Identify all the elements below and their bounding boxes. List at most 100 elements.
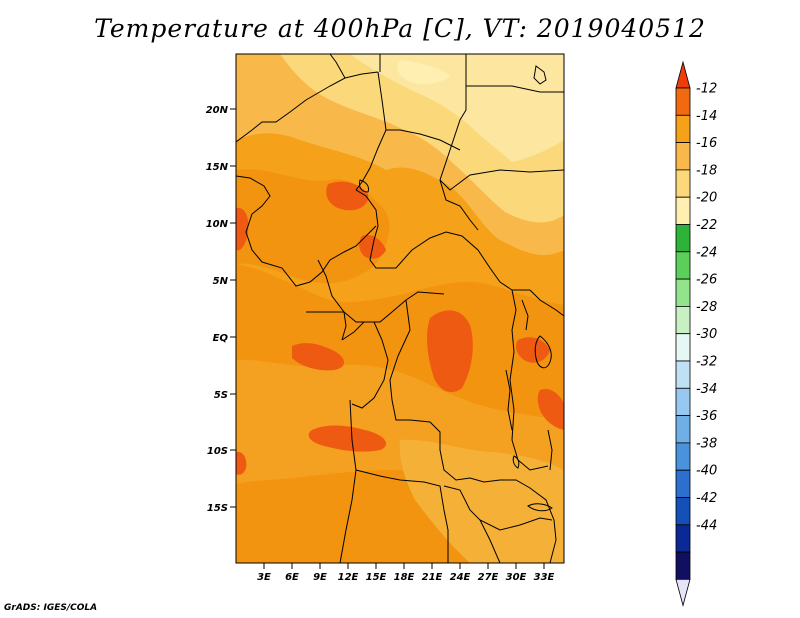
colorbar-label: -32 <box>696 355 717 370</box>
lat-tick-label: EQ <box>213 333 229 344</box>
border-line <box>355 71 387 191</box>
lon-tick-label: 15E <box>366 572 387 583</box>
lake-albert <box>521 299 529 331</box>
field-band-22 <box>397 60 450 84</box>
border-line <box>236 71 379 143</box>
coast-detail <box>533 65 547 85</box>
colorbar-swatch <box>675 87 691 116</box>
colorbar-swatch <box>675 442 691 471</box>
lat-tick-label: 5N <box>213 276 229 287</box>
border-line <box>509 289 549 471</box>
lon-tick-label: 18E <box>394 572 415 583</box>
colorbar-swatch <box>675 169 691 198</box>
border-line <box>466 85 564 93</box>
border-line <box>389 299 501 483</box>
temperature-field <box>236 54 564 563</box>
lon-tick-label: 3E <box>257 572 271 583</box>
lon-tick-label: 9E <box>313 572 327 583</box>
lon-tick-label: 33E <box>534 572 555 583</box>
colorbar-label: -22 <box>696 218 717 233</box>
border-line <box>317 259 347 341</box>
lat-tick-label: 10S <box>207 446 228 457</box>
colorbar-bottom-triangle <box>675 579 691 607</box>
lat-tick-label: 15N <box>206 162 229 173</box>
hotspot-12 <box>516 337 550 363</box>
field-band-20-light <box>350 54 564 162</box>
lake-malawi <box>547 429 553 471</box>
colorbar-label: -30 <box>696 327 717 342</box>
colorbar-swatch <box>675 251 691 280</box>
grads-credit: GrADS: IGES/COLA <box>4 603 98 613</box>
border-line <box>386 129 461 151</box>
colorbar-label: -14 <box>696 109 717 124</box>
hotspot-12 <box>292 343 345 371</box>
colorbar-swatch <box>675 196 691 225</box>
hotspot-12 <box>537 388 564 430</box>
lat-tick-label: 10N <box>206 219 229 230</box>
lake-kariba <box>527 503 553 512</box>
lake-victoria <box>534 335 552 369</box>
border-line <box>341 321 389 409</box>
hotspot-12 <box>427 310 473 393</box>
colorbar-swatch <box>675 360 691 389</box>
colorbar-swatch <box>675 415 691 444</box>
colorbar-label: -34 <box>696 382 717 397</box>
colorbar-swatch <box>675 224 691 253</box>
colorbar-label: -12 <box>696 82 717 97</box>
hotspot-12 <box>236 451 247 475</box>
colorbar-label: -36 <box>696 409 717 424</box>
colorbar-label: -44 <box>696 518 717 533</box>
colorbar-label: -18 <box>696 163 717 178</box>
colorbar-label: -26 <box>696 273 717 288</box>
colorbar-label: -40 <box>696 464 717 479</box>
field-region-16-south <box>399 439 564 563</box>
colorbar-swatch <box>675 551 691 580</box>
colorbar-swatch <box>675 333 691 362</box>
border-line <box>339 399 357 563</box>
border-line <box>439 54 479 231</box>
map-frame <box>235 53 565 564</box>
lon-tick-label: 6E <box>285 572 299 583</box>
colorbar-swatch <box>675 524 691 553</box>
lat-tick-label: 15S <box>207 503 228 514</box>
colorbar-swatch <box>675 387 691 416</box>
lat-tick-marks <box>230 108 236 508</box>
colorbar-swatch <box>675 305 691 335</box>
lon-tick-label: 30E <box>506 572 527 583</box>
colorbar-label: -42 <box>696 491 717 506</box>
hotspot-12 <box>326 181 369 211</box>
colorbar-label: -38 <box>696 436 717 451</box>
lon-tick-label: 24E <box>450 572 471 583</box>
colorbar-top-triangle <box>675 60 691 89</box>
lake-tanganyika <box>505 369 513 431</box>
border-line <box>479 519 501 563</box>
hotspot-12 <box>236 207 249 251</box>
border-line <box>439 169 564 191</box>
border-line <box>306 291 445 323</box>
lat-tick-label: 20N <box>206 105 229 116</box>
border-line <box>236 175 271 263</box>
lon-tick-label: 12E <box>338 572 359 583</box>
border-line <box>329 54 346 79</box>
colorbar-swatch <box>675 142 691 171</box>
colorbar-swatch <box>675 114 691 144</box>
lon-tick-label: 27E <box>478 572 499 583</box>
border-line <box>500 479 557 563</box>
lon-tick-marks <box>263 563 545 569</box>
lake-bangweulu <box>512 455 520 469</box>
map-title: Temperature at 400hPa [C], VT: 201904051… <box>94 14 706 43</box>
colorbar-swatch <box>675 497 691 526</box>
colorbar-label: -16 <box>696 136 717 151</box>
colorbar-label: -24 <box>696 245 717 260</box>
lake-chad <box>359 179 369 193</box>
hotspot-12 <box>308 425 387 452</box>
colorbar: -12 -14 -16 -18 -20 -22 -24 -26 -28 -30 -32 -34 -36 -… <box>675 60 717 607</box>
border-line <box>355 189 530 291</box>
colorbar-swatch <box>675 278 691 307</box>
colorbar-swatch <box>675 469 691 498</box>
colorbar-label: -20 <box>696 191 717 206</box>
lat-tick-labels: 20N 15N 10N 5N EQ 5S 10S 15S <box>206 105 229 514</box>
lat-tick-label: 5S <box>214 390 228 401</box>
lon-tick-label: 21E <box>422 572 443 583</box>
